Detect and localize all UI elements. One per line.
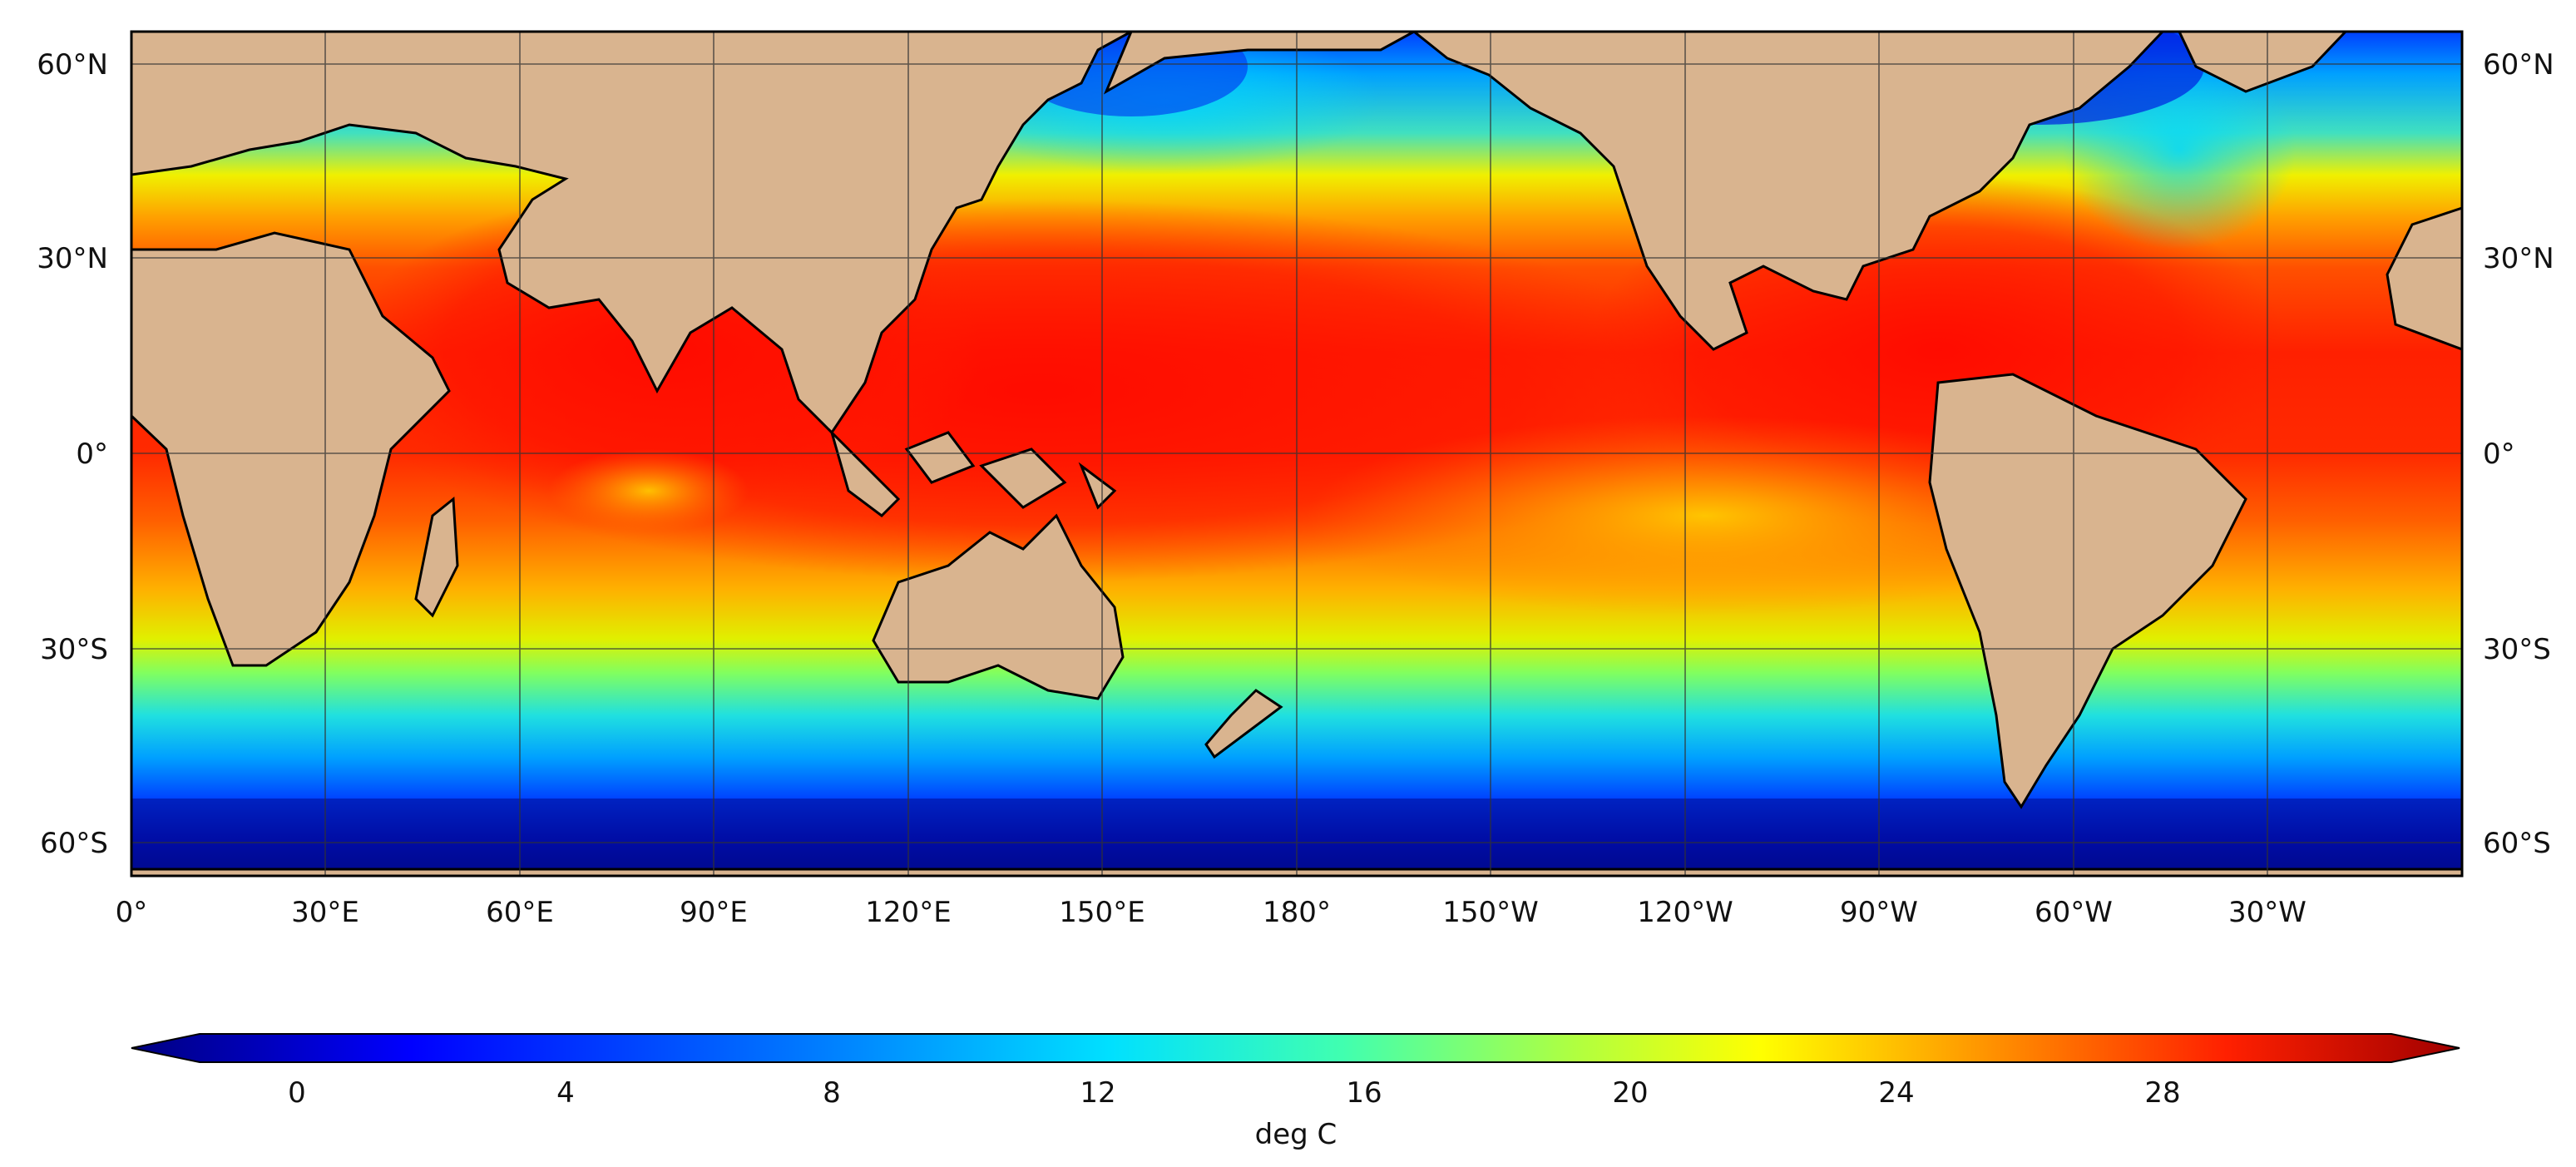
lon-label: 150°W <box>1442 896 1539 929</box>
north-america-land <box>1412 32 2165 351</box>
lon-label: 60°E <box>486 896 554 929</box>
lat-labels-left: 60°N 30°N 0° 30°S 60°S <box>37 48 108 860</box>
colorbar: 0 4 8 12 16 20 24 28 deg C <box>131 1033 2460 1151</box>
lon-label: 60°W <box>2035 896 2113 929</box>
lon-label: 90°E <box>680 896 748 929</box>
colorbar-tick-label: 20 <box>1612 1076 1648 1110</box>
lat-label-left: 30°N <box>37 242 108 275</box>
lon-label: 180° <box>1263 896 1331 929</box>
colorbar-tick-label: 24 <box>1878 1076 1914 1110</box>
south-america-land <box>1928 373 2247 809</box>
australia-land <box>872 513 1125 700</box>
lat-label-right: 30°N <box>2483 242 2554 275</box>
maritime-continent-land <box>828 428 1117 517</box>
colorbar-label: deg C <box>1255 1118 1337 1151</box>
lat-label-right: 30°S <box>2483 633 2551 666</box>
lat-label-left: 60°S <box>40 827 108 860</box>
colorbar-tick-labels: 0 4 8 12 16 20 24 28 <box>288 1076 2180 1110</box>
lat-labels-right: 60°N 30°N 0° 30°S 60°S <box>2483 48 2554 860</box>
madagascar-land <box>414 497 459 618</box>
colorbar-tick-label: 4 <box>556 1076 575 1110</box>
colorbar-tick-label: 28 <box>2144 1076 2180 1110</box>
map-frame <box>130 30 2464 878</box>
colorbar-tick-label: 8 <box>823 1076 841 1110</box>
lon-labels: 0° 30°E 60°E 90°E 120°E 150°E 180° 150°W… <box>116 896 2307 929</box>
lon-label: 30°E <box>291 896 359 929</box>
lat-label-left: 0° <box>76 438 108 471</box>
map-gridlines <box>131 32 2462 876</box>
colorbar-bar <box>131 1033 2460 1063</box>
colorbar-tick-label: 12 <box>1080 1076 1115 1110</box>
lat-label-left: 60°N <box>37 48 108 82</box>
eurasia-land <box>131 32 1132 435</box>
lon-label: 150°E <box>1059 896 1145 929</box>
new-zealand-land <box>1204 689 1283 759</box>
africa-land <box>131 231 451 667</box>
lat-label-left: 30°S <box>40 633 108 666</box>
west-africa-land <box>2386 206 2462 351</box>
lon-label: 120°E <box>865 896 951 929</box>
lon-label: 0° <box>116 896 148 929</box>
lon-label: 120°W <box>1637 896 1733 929</box>
lat-label-right: 60°S <box>2483 827 2551 860</box>
colorbar-tick-label: 16 <box>1346 1076 1382 1110</box>
lat-label-right: 60°N <box>2483 48 2554 82</box>
lat-label-right: 0° <box>2483 438 2515 471</box>
colorbar-tick-label: 0 <box>288 1076 306 1110</box>
lon-label: 90°W <box>1840 896 1918 929</box>
greenland-land <box>2178 32 2348 93</box>
lon-label: 30°W <box>2228 896 2307 929</box>
